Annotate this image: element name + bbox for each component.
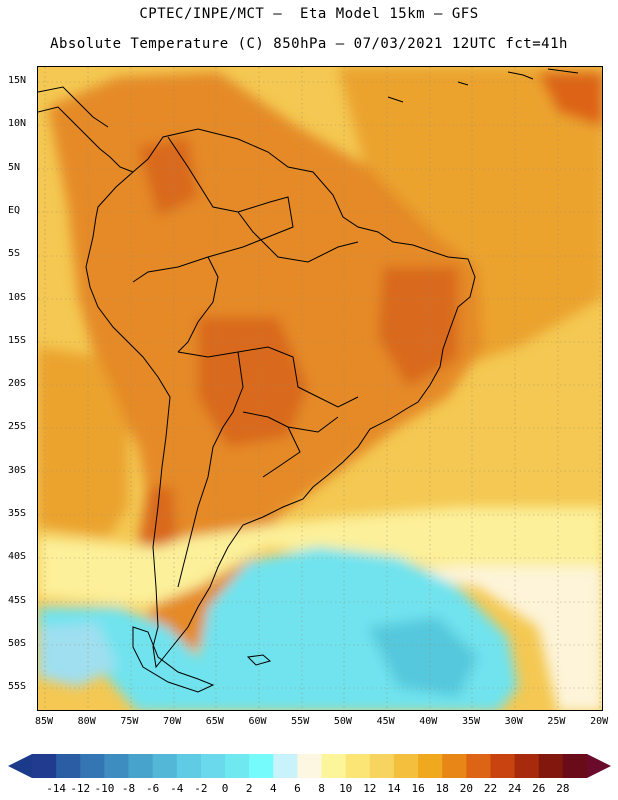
latitude-label: 40S — [8, 551, 27, 563]
chart-title-line-2: Absolute Temperature (C) 850hPa – 07/03/… — [50, 36, 568, 52]
colorbar-label: -10 — [94, 782, 115, 795]
central-america-coastline — [38, 106, 134, 173]
colorbar-label: 6 — [294, 782, 301, 795]
latitude-label: EQ — [8, 204, 21, 216]
longitude-label: 85W — [34, 716, 54, 727]
colorbar-label: -14 — [46, 782, 67, 795]
longitude-label: 20W — [590, 716, 609, 727]
colorbar-swatch — [466, 754, 491, 778]
temperature-map — [37, 66, 603, 711]
latitude-label: 15N — [8, 75, 27, 86]
colorbar-label: 28 — [556, 782, 570, 795]
latitude-label: 25S — [8, 421, 27, 433]
colorbar-label: 12 — [363, 782, 377, 795]
longitude-label: 30W — [504, 716, 523, 727]
longitude-label: 50W — [333, 716, 352, 727]
coastline-and-borders — [38, 68, 579, 693]
colorbar-swatch — [200, 754, 226, 778]
colorbar-label: -2 — [194, 782, 208, 795]
colorbar-swatch — [273, 754, 298, 778]
colorbar-label: -4 — [170, 782, 184, 795]
falkland-islands — [246, 654, 272, 666]
longitude-label: 55W — [291, 716, 310, 727]
colorbar-label: -6 — [146, 782, 160, 795]
colorbar-label: 8 — [318, 782, 325, 795]
colorbar-swatches — [32, 754, 588, 778]
colorbar-swatch — [442, 754, 467, 778]
colorbar-swatch — [369, 754, 395, 778]
latitude-label: 30S — [8, 464, 27, 476]
colorbar-label: 26 — [532, 782, 546, 795]
chart-title-line-1: CPTEC/INPE/MCT – Eta Model 15km – GFS — [139, 6, 479, 22]
colorbar-label: 20 — [459, 782, 473, 795]
colorbar-swatch — [80, 754, 105, 778]
longitude-label: 60W — [248, 716, 267, 727]
latitude-label: 35S — [8, 508, 27, 519]
warm-atlantic-region — [338, 67, 602, 367]
caribbean-islands — [387, 68, 579, 103]
latitude-label: 45S — [8, 594, 27, 606]
colder-air-core-2 — [38, 622, 118, 687]
colorbar-high-arrow — [587, 754, 611, 778]
colorbar-swatch — [225, 754, 250, 778]
longitude-label: 80W — [77, 716, 96, 727]
colorbar-label: 24 — [507, 782, 522, 795]
colorbar-swatch — [128, 754, 154, 778]
land-hot-core-2 — [378, 267, 458, 387]
colorbar-swatch — [562, 754, 588, 778]
longitude-label: 35W — [461, 716, 481, 727]
land-hot-core-1 — [198, 317, 308, 447]
colorbar-swatch — [514, 754, 540, 778]
colorbar-label: 14 — [387, 782, 401, 795]
colorbar-label: -12 — [70, 782, 91, 795]
colorbar-label: 4 — [269, 782, 277, 795]
map-canvas — [38, 67, 602, 710]
latitude-label: 20S — [8, 378, 27, 390]
colorbar-swatch — [418, 754, 443, 778]
longitude-label: 40W — [419, 716, 438, 727]
colorbar-label: -8 — [121, 782, 136, 795]
longitude-label: 45W — [376, 716, 395, 727]
longitude-label: 65W — [205, 716, 224, 727]
longitude-label: 25W — [547, 716, 566, 727]
colorbar-swatch — [393, 754, 419, 778]
colorbar-label: 10 — [339, 782, 353, 795]
colder-air-core — [368, 617, 478, 697]
colorbar-swatch — [297, 754, 323, 778]
colorbar-label: 0 — [221, 782, 229, 795]
temperature-field — [38, 67, 602, 710]
longitude-label: 75W — [120, 716, 139, 727]
latitude-label: 10N — [8, 118, 27, 130]
colorbar-swatch — [538, 754, 564, 778]
colorbar-swatch — [152, 754, 178, 778]
pacific-warm-band — [38, 347, 128, 537]
country-borders — [132, 136, 359, 588]
latitude-label: 5N — [8, 161, 21, 173]
colorbar-swatch — [345, 754, 371, 778]
colorbar-swatch — [104, 754, 130, 778]
land-hot-core-3 — [138, 137, 198, 217]
colorbar-label: 16 — [411, 782, 425, 795]
colorbar-swatch — [32, 754, 57, 778]
tierra-del-fuego — [132, 626, 215, 693]
colorbar-label: 22 — [483, 782, 498, 795]
colorbar-label: 18 — [435, 782, 449, 795]
colorbar-swatch — [56, 754, 81, 778]
central-america-coastline-2 — [38, 86, 109, 128]
colorbar-label: 2 — [245, 782, 253, 795]
colorbar-swatch — [176, 754, 202, 778]
longitude-label: 70W — [163, 716, 182, 727]
south-america-coastline — [85, 128, 476, 669]
latitude-label: 50S — [8, 637, 27, 649]
colorbar-swatch — [249, 754, 274, 778]
colorbar-swatch — [321, 754, 347, 778]
latitude-label: 5S — [8, 248, 21, 260]
latitude-label: 55S — [8, 681, 27, 693]
latitude-label: 10S — [8, 291, 27, 303]
hot-atlantic-patch — [538, 72, 602, 127]
colorbar-low-arrow — [8, 754, 32, 778]
pale-band-south — [338, 567, 602, 710]
colorbar-swatch — [490, 754, 516, 778]
latitude-label: 15S — [8, 334, 27, 346]
